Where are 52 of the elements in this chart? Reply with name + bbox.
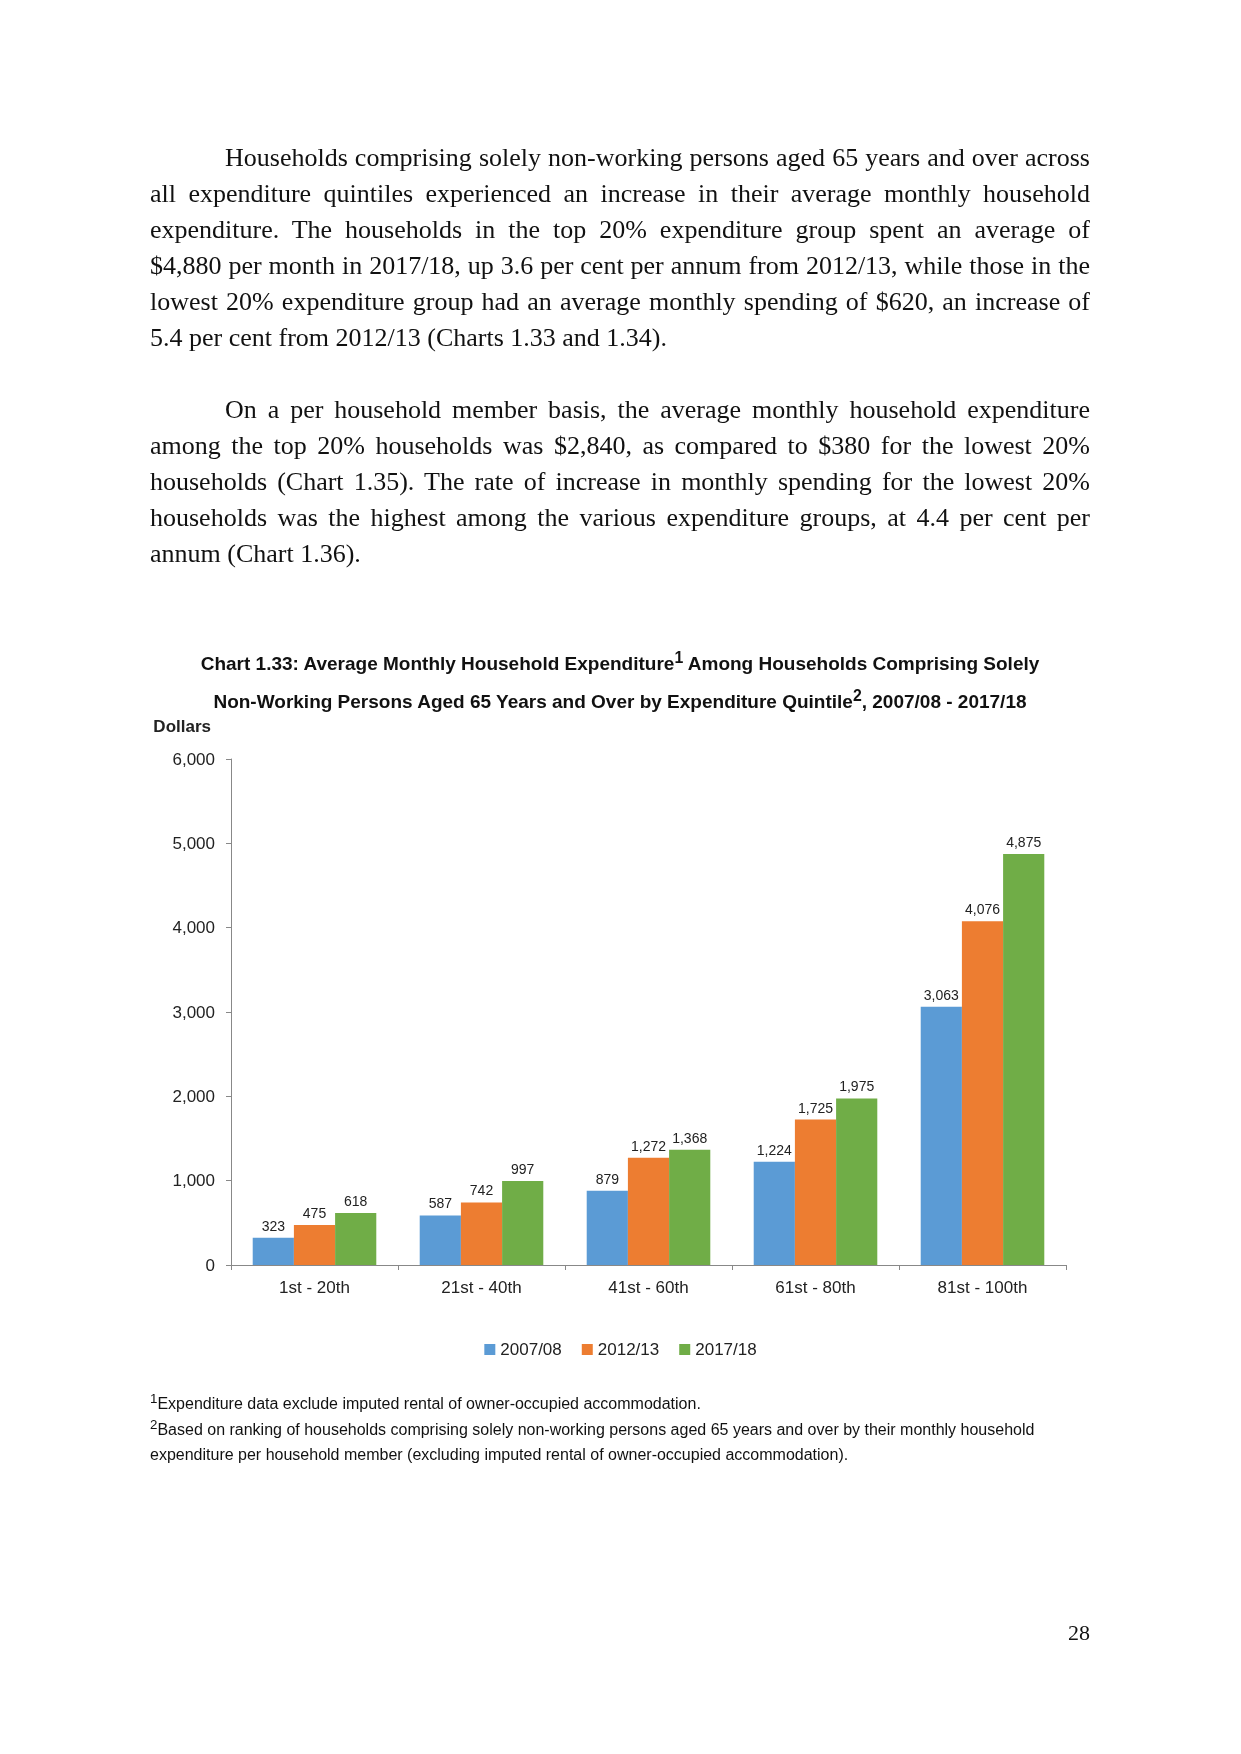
text: $^{2}$Based on ranking of households comprising solely non-working persons aged 65 years and over by their monthly household expenditure per household member (excluding imputed rental of owner-occupied accommodation). — [150, 1416, 1036, 1466]
bar — [669, 1149, 711, 1265]
data-label: 1,224 — [756, 1141, 793, 1158]
data-label: 1,368 — [672, 1129, 708, 1146]
data-label: 4,875 — [1006, 833, 1042, 850]
y-tick-label: 0 — [205, 1255, 215, 1275]
text: $^{1}$Expenditure data exclude imputed rental of owner-occupied accommodation. — [150, 1390, 702, 1415]
y-tick-label: 3,000 — [172, 1002, 215, 1022]
bar — [1003, 853, 1045, 1265]
bar — [419, 1215, 461, 1265]
data-label: 1,272 — [630, 1137, 667, 1154]
legend-label: 2007/08 — [500, 1340, 562, 1359]
x-tick-label: 21st - 40th — [441, 1278, 522, 1297]
x-tick-label: 41st - 60th — [608, 1278, 689, 1297]
data-label: 879 — [595, 1170, 620, 1187]
chart-title: Chart 1.33: Average Monthly Household Expenditure$^{1}$ Among Households Comprising Solely Non-Working Persons Aged 65 Years and Over by Expenditure Quintile$^{2}$, 2007/08 - 2017/18 — [199, 648, 1041, 715]
data-label: 742 — [469, 1182, 494, 1199]
bar — [920, 1006, 962, 1265]
y-tick-label: 4,000 — [172, 918, 215, 938]
legend-label: 2017/18 — [695, 1340, 757, 1359]
data-label: 475 — [302, 1204, 327, 1221]
bar — [627, 1157, 670, 1265]
y-tick-label: 6,000 — [172, 749, 215, 769]
x-tick-label: 1st - 20th — [279, 1278, 350, 1297]
bar — [252, 1237, 294, 1265]
bar — [836, 1098, 878, 1265]
data-label: 1,725 — [797, 1099, 834, 1116]
data-label: 1,975 — [839, 1078, 875, 1095]
data-label: 997 — [511, 1160, 535, 1177]
bar — [794, 1119, 837, 1265]
data-label: 323 — [261, 1217, 286, 1234]
y-tick-label: 5,000 — [172, 833, 215, 853]
data-label: 587 — [428, 1195, 453, 1212]
y-tick-label: 2,000 — [172, 1086, 215, 1106]
bar — [335, 1212, 377, 1265]
y-tick-label: 1,000 — [172, 1171, 215, 1191]
x-tick-label: 81st - 100th — [937, 1278, 1028, 1297]
text: 28 — [1067, 1620, 1090, 1646]
y-axis-title: Dollars — [153, 717, 211, 736]
bar — [460, 1202, 503, 1265]
x-tick-label: 61st - 80th — [775, 1278, 856, 1297]
data-label: 4,076 — [964, 901, 1001, 918]
bar — [502, 1180, 544, 1265]
bar — [586, 1190, 628, 1265]
bar — [293, 1224, 336, 1265]
data-label: 3,063 — [923, 986, 960, 1003]
data-label: 618 — [344, 1192, 368, 1209]
text: Households comprising solely non-working persons aged 65 years and over across all expenditure quintiles experienced an increase in their average monthly household expenditure. The households in the top 20% expenditure group spent an average of $4,880 per month in 2017/18, up 3.6 per cent per annum from 2012/13, while those in the lowest 20% expenditure group had an average monthly spending of $620, an increase of 5.4 per cent from 2012/13 (Charts 1.33 and 1.34). — [150, 142, 1090, 354]
legend-label: 2012/13 — [597, 1340, 660, 1359]
text: On a per household member basis, the average monthly household expenditure among the top 20% households was $2,840, as compared to $380 for the lowest 20% households (Chart 1.35). The rate of increase in monthly spending for the lowest 20% households was the highest among the various expenditure groups, at 4.4 per cent per annum (Chart 1.36). — [150, 394, 1090, 570]
bar — [961, 921, 1004, 1265]
bar — [753, 1161, 795, 1265]
